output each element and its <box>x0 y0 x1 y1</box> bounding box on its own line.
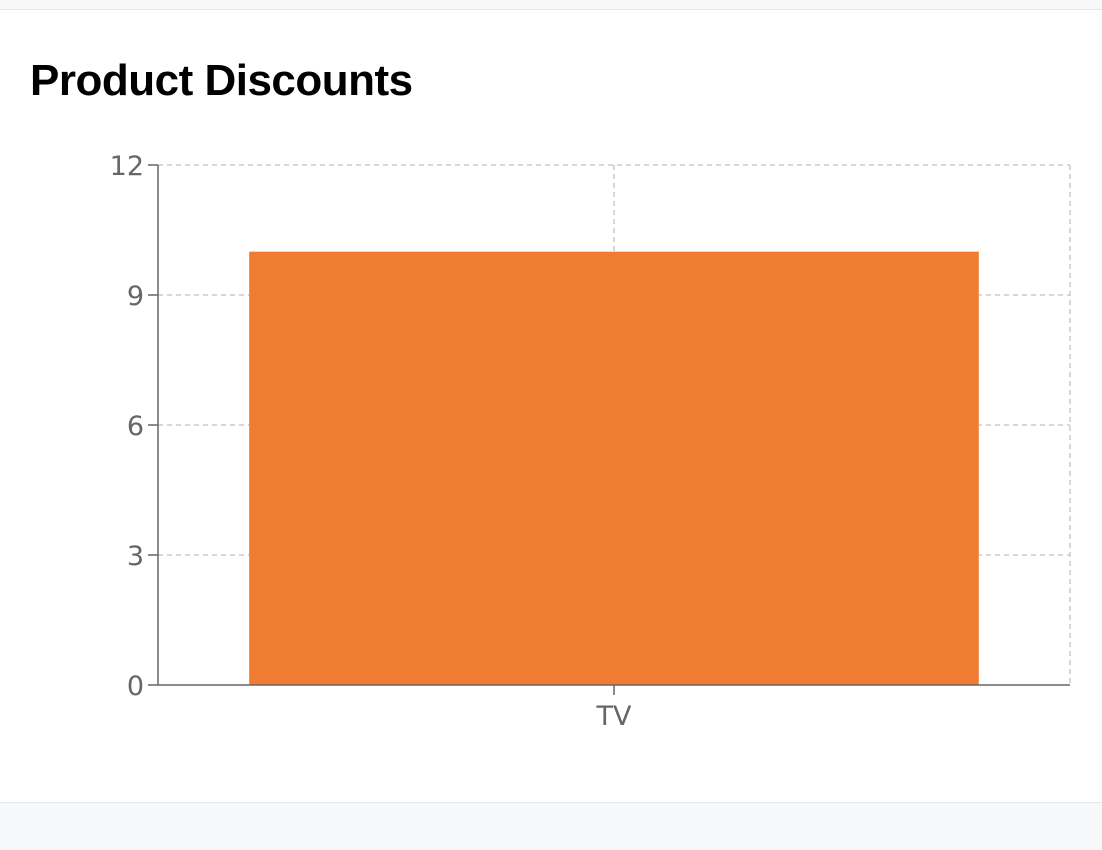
y-tick-label: 0 <box>127 671 144 702</box>
top-strip <box>0 0 1102 10</box>
page-background <box>0 803 1102 850</box>
chart-title: Product Discounts <box>30 56 413 105</box>
y-tick-label: 6 <box>127 411 144 442</box>
y-tick-label: 3 <box>127 541 144 572</box>
x-tick-label: TV <box>596 701 632 732</box>
y-tick-label: 9 <box>127 281 144 312</box>
y-tick-label: 12 <box>110 151 144 182</box>
bar <box>249 251 979 685</box>
